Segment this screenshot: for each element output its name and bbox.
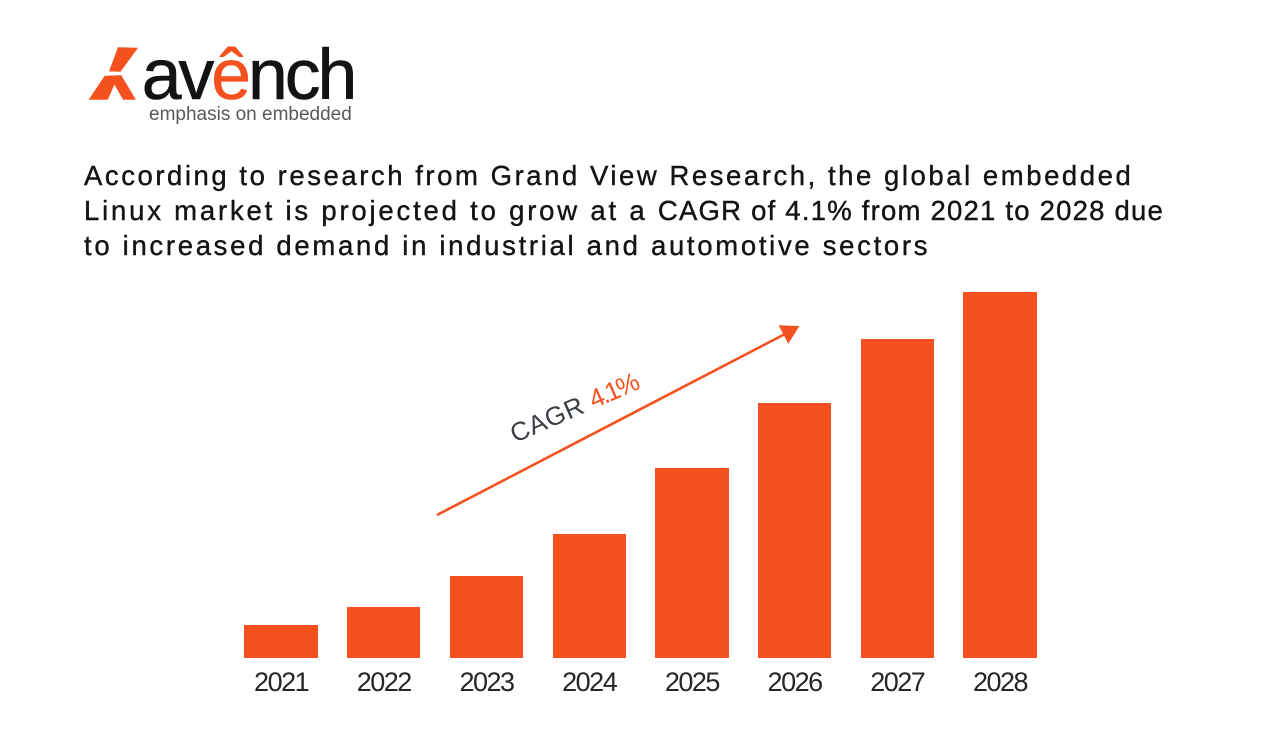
svg-text:CAGR 4.1%: CAGR 4.1% [505, 366, 644, 449]
